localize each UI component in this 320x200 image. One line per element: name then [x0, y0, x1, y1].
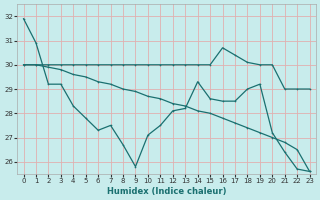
X-axis label: Humidex (Indice chaleur): Humidex (Indice chaleur) — [107, 187, 226, 196]
